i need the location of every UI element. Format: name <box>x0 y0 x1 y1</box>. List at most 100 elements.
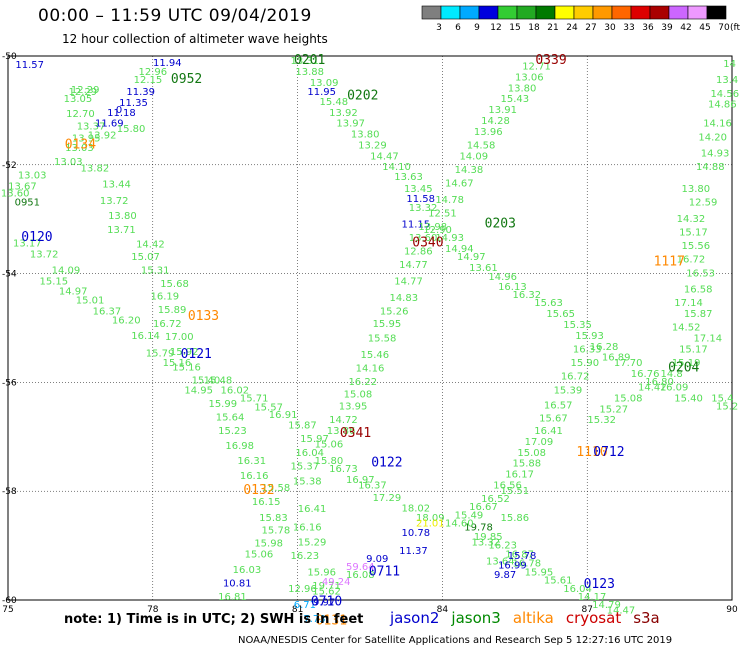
wave-height-value: 14.56 <box>710 89 739 100</box>
colorbar-swatch <box>630 5 651 20</box>
wave-height-value: 14.96 <box>488 272 517 283</box>
wave-height-value: 14.17 <box>578 592 607 603</box>
colorbar-tick-label: 45 <box>699 23 710 33</box>
wave-height-value: 11.57 <box>15 60 44 71</box>
footer-credit: NOAA/NESDIS Center for Satellite Applica… <box>238 635 673 646</box>
wave-height-value: 9.97 <box>313 597 335 608</box>
wave-height-value: 16.09 <box>660 383 689 394</box>
wave-height-value: 11.18 <box>107 108 136 119</box>
wave-height-value: 16.16 <box>240 471 269 482</box>
wave-height-value: 14.67 <box>445 179 474 190</box>
pass-time-label: 0341 <box>340 426 371 441</box>
wave-height-value: 11.39 <box>126 87 155 98</box>
wave-height-value: 15.23 <box>218 426 247 437</box>
wave-height-value: 16.73 <box>329 464 358 475</box>
wave-height-value: 13.61 <box>469 263 498 274</box>
wave-height-value: 14.8 <box>661 369 683 380</box>
wave-height-value: 16.89 <box>602 353 631 364</box>
wave-height-value: 6.71 <box>294 600 316 611</box>
pass-time-label: 0120 <box>21 230 52 245</box>
wave-height-value: 15.95 <box>373 319 402 330</box>
wave-height-value: 14.42 <box>638 383 667 394</box>
wave-height-value: 11.58 <box>406 194 435 205</box>
wave-height-value: 15.17 <box>679 228 708 239</box>
wave-height-value: 13.09 <box>310 78 339 89</box>
wave-height-value: 13.98 <box>418 222 447 233</box>
colorbar-tick-label: 24 <box>566 23 578 33</box>
wave-height-value: 13.03 <box>65 143 94 154</box>
wave-height-value: 13.72 <box>30 249 59 260</box>
plot-border <box>7 55 733 601</box>
wave-height-value: 16.04 <box>295 448 324 459</box>
wave-height-value: 13.82 <box>81 163 110 174</box>
pass-time-label: 0203 <box>485 216 516 231</box>
wave-height-value: 15.83 <box>259 513 288 524</box>
colorbar-tick-label: 21 <box>547 23 558 33</box>
y-tick-label: -58 <box>2 487 17 497</box>
colorbar-swatch <box>459 5 480 20</box>
wave-height-value: 13.80 <box>351 130 380 141</box>
colorbar-swatch <box>649 5 670 20</box>
wave-height-value: 16.14 <box>131 331 160 342</box>
wave-height-value: 16.57 <box>544 401 573 412</box>
wave-height-value: 11.35 <box>119 98 148 109</box>
wave-height-value: 14.97 <box>59 286 88 297</box>
wave-height-value: 15.43 <box>500 94 529 105</box>
wave-height-value: 13.37 <box>77 121 106 132</box>
colorbar-swatch <box>497 5 518 20</box>
wave-height-value: 16.04 <box>563 584 592 595</box>
x-tick-label: 87 <box>581 605 592 615</box>
wave-height-value: 11.94 <box>153 58 182 69</box>
pass-time-label: 0710 <box>311 594 342 609</box>
wave-height-value: 15.51 <box>500 486 529 497</box>
wave-height-value: 16.37 <box>358 480 387 491</box>
colorbar-tick-label: 27 <box>585 23 596 33</box>
pass-time-label: 1117 <box>654 254 685 269</box>
wave-height-value: 15.16 <box>172 362 201 373</box>
wave-height-value: 15.89 <box>158 305 187 316</box>
colorbar-swatch <box>687 5 708 20</box>
wave-height-value: 12.29 <box>68 87 97 98</box>
wave-height-value: 17.14 <box>674 298 703 309</box>
wave-height-value: 15.78 <box>262 526 291 537</box>
wave-height-value: 12.71 <box>522 62 551 73</box>
wave-height-value: 15.93 <box>575 331 604 342</box>
wave-height-value: 18.02 <box>402 503 431 514</box>
wave-height-value: 11.69 <box>95 119 124 130</box>
wave-height-value: 21.01 <box>416 519 445 530</box>
wave-height-value: 14.09 <box>459 151 488 162</box>
wave-height-value: 14.79 <box>592 600 621 611</box>
wave-height-value: 14.58 <box>467 140 496 151</box>
wave-height-value: 13.4 <box>716 75 738 86</box>
colorbar-swatch <box>668 5 689 20</box>
wave-height-value: 15.86 <box>500 513 529 524</box>
wave-height-value: 14.42 <box>136 239 165 250</box>
wave-height-value: 15.32 <box>587 415 616 426</box>
wave-height-value: 13.63 <box>394 172 423 183</box>
wave-height-value: 0 <box>116 105 122 116</box>
colorbar-swatch <box>573 5 594 20</box>
wave-height-value: 15.99 <box>208 399 237 410</box>
colorbar-swatch <box>554 5 575 20</box>
wave-height-value: 16.37 <box>93 306 122 317</box>
footer-note: note: 1) Time is in UTC; 2) SWH is in fe… <box>64 612 364 627</box>
colorbar-tick-label: 12 <box>490 23 501 33</box>
pass-time-label: 0952 <box>171 72 202 87</box>
wave-height-value: 16.41 <box>298 504 327 515</box>
wave-height-value: 13.97 <box>336 119 365 130</box>
y-tick-label: -52 <box>2 161 17 171</box>
wave-height-value: 17.29 <box>373 493 402 504</box>
wave-height-value: 15.87 <box>684 309 713 320</box>
wave-height-value: 14.77 <box>399 260 428 271</box>
wave-height-value: 15.88 <box>513 459 542 470</box>
wave-height-value: 15.62 <box>312 587 341 598</box>
pass-time-label: 0202 <box>347 89 378 104</box>
wave-height-value: 15.29 <box>298 538 327 549</box>
wave-height-value: 14.16 <box>703 119 732 130</box>
wave-height-value: 19.85 <box>474 532 503 543</box>
map-frame <box>7 55 733 601</box>
wave-height-value: 13.60 <box>409 233 438 244</box>
colorbar-tick-label: 30 <box>604 23 616 33</box>
